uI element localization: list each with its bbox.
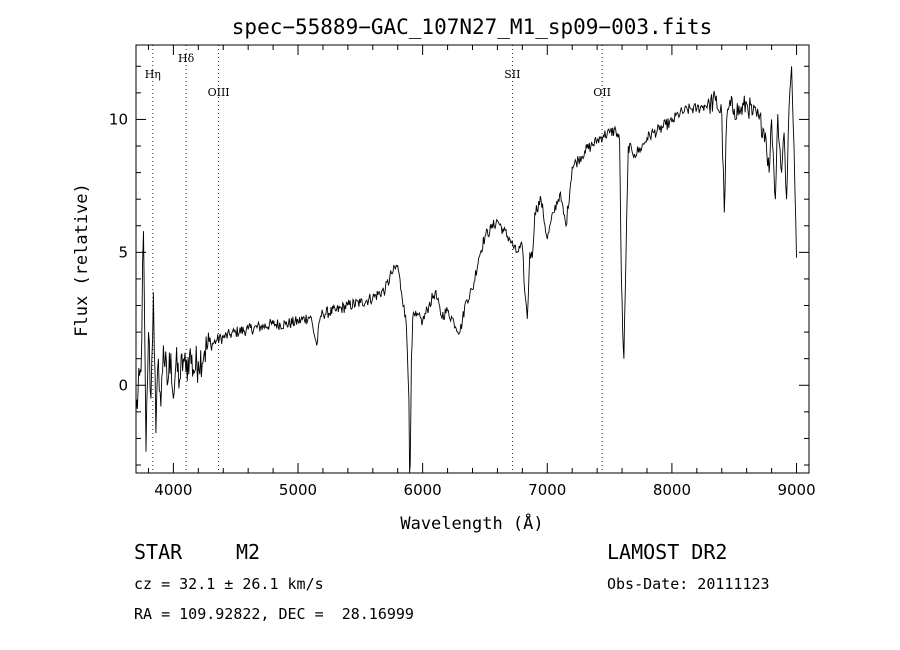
object-subclass: M2 bbox=[236, 540, 261, 564]
x-axis-label: Wavelength (Å) bbox=[400, 512, 543, 534]
plot-frame bbox=[135, 44, 810, 474]
survey-name: LAMOST DR2 bbox=[607, 540, 728, 564]
x-tick-label: 4000 bbox=[154, 481, 192, 499]
x-tick-label: 6000 bbox=[404, 481, 442, 499]
redshift-readout: cz = 32.1 ± 26.1 km/s bbox=[134, 575, 324, 593]
line-marker-label: OII bbox=[593, 86, 611, 99]
x-tick-label: 7000 bbox=[528, 481, 566, 499]
emission-line-markers: Hη Hδ OIII SII OII bbox=[145, 45, 611, 473]
flux-series-line bbox=[135, 66, 797, 474]
x-tick-label: 5000 bbox=[279, 481, 317, 499]
object-class: STAR bbox=[134, 540, 183, 564]
coordinates-readout: RA = 109.92822, DEC = 28.16999 bbox=[134, 605, 414, 623]
line-marker-label: Hδ bbox=[178, 52, 195, 65]
axes: 4000 5000 6000 7000 8000 9000 0 5 10 bbox=[109, 45, 816, 499]
line-marker-label: Hη bbox=[145, 68, 161, 81]
x-tick-label: 9000 bbox=[777, 481, 815, 499]
y-tick-label: 5 bbox=[118, 243, 128, 261]
y-axis-label: Flux (relative) bbox=[72, 183, 92, 337]
y-tick-label: 10 bbox=[109, 110, 128, 128]
line-marker-label: SII bbox=[504, 68, 520, 81]
x-tick-label: 8000 bbox=[653, 481, 691, 499]
line-marker-label: OIII bbox=[208, 86, 230, 99]
chart-title: spec−55889−GAC_107N27_M1_sp09−003.fits bbox=[232, 15, 712, 39]
y-tick-label: 0 bbox=[118, 376, 128, 394]
observation-date: Obs-Date: 20111123 bbox=[607, 575, 770, 593]
